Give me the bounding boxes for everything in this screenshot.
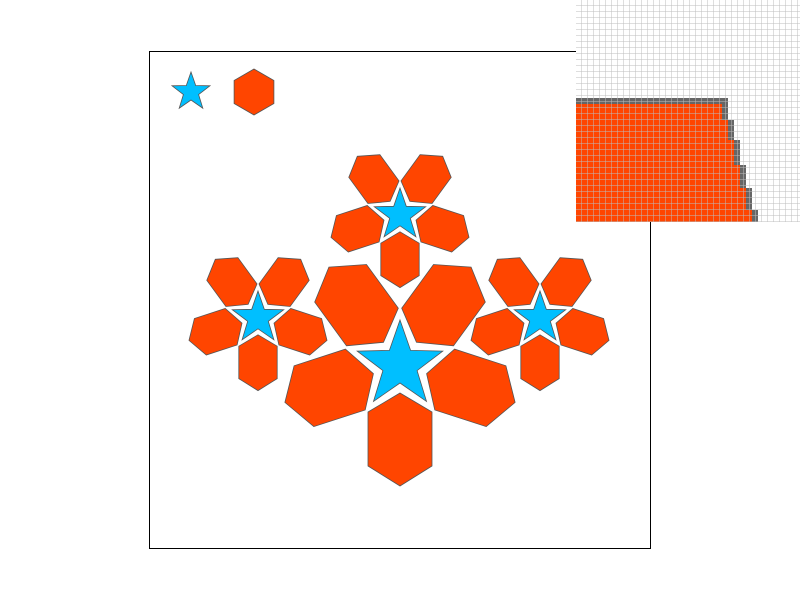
hexagon-sample [233,68,275,116]
petal [188,308,243,356]
petal [555,308,610,356]
petal [367,392,433,487]
shapes [170,68,610,487]
inset-grid [576,0,800,222]
star-sample [170,70,212,110]
petal [520,334,560,392]
petal [206,257,258,307]
petal [380,231,420,289]
petal [470,308,525,356]
petal [426,348,516,428]
petal [401,264,486,347]
petal [488,257,540,307]
petal [330,205,385,253]
star [231,289,285,341]
petal [415,205,470,253]
star [513,289,567,341]
petal [273,308,328,356]
petal [540,257,592,307]
petal [400,154,452,204]
star [373,186,427,238]
star [356,318,444,403]
petal [258,257,310,307]
petal [348,154,400,204]
petal [284,348,374,428]
zoom-inset [576,0,800,222]
petal [314,264,399,347]
petal [238,334,278,392]
